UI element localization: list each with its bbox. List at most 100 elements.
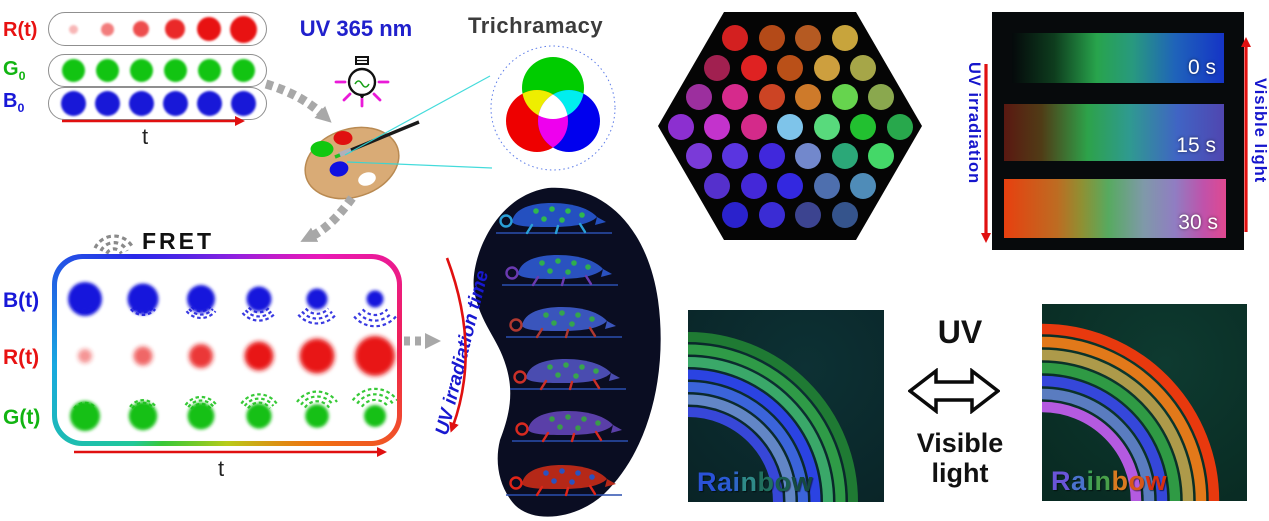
dye-dot — [165, 19, 185, 39]
dye-dot — [129, 59, 153, 82]
chameleon-spot — [557, 424, 563, 430]
chameleon-spot — [547, 364, 553, 370]
chameleon-leg — [564, 486, 570, 497]
dye-row-G — [48, 54, 267, 87]
rainbow-word-uv: Rainbow — [697, 467, 813, 498]
fret-blue-emission — [241, 312, 277, 322]
dye-dot — [197, 59, 221, 82]
chameleon-spot — [573, 373, 579, 379]
palette-sample-dot — [758, 202, 785, 228]
rainbow-visible-image: Rainbow — [1042, 304, 1247, 501]
fret-green-dot — [128, 401, 158, 431]
palette-sample-dot — [722, 84, 749, 110]
fret-blue-dot — [306, 288, 328, 310]
fret-blue-emission — [361, 308, 389, 317]
fret-blue-emission — [247, 306, 271, 314]
chameleon-head — [609, 373, 620, 381]
chameleon-spot — [547, 268, 553, 274]
palette-sample-dot — [685, 143, 712, 169]
dye-dot — [60, 91, 86, 116]
palette-sample-dot — [758, 143, 785, 169]
dye-dot — [231, 59, 255, 82]
dye-row-B — [48, 87, 267, 120]
palette-sample-dot — [831, 84, 858, 110]
hexagon-color-palette — [658, 12, 922, 240]
palette-sample-dot — [795, 25, 822, 51]
chameleon-spot — [543, 470, 549, 476]
chameleon-spot — [575, 470, 581, 476]
chameleon-spot — [559, 468, 565, 474]
fret-green-emission — [351, 387, 397, 402]
palette-icon — [304, 120, 420, 205]
chameleon-spot — [589, 316, 595, 322]
chameleon-spot — [579, 212, 585, 218]
fret-time-axis-label: t — [218, 456, 225, 481]
rainbow-letter: R — [697, 467, 717, 497]
fret-icon-arc — [93, 234, 135, 249]
chameleon-spot — [555, 258, 561, 264]
fret-icon-arc — [105, 247, 123, 255]
fret-green-emission — [243, 397, 275, 407]
chameleon-spot — [551, 478, 557, 484]
fret-red-dot — [299, 338, 335, 374]
chameleon-spot — [569, 321, 575, 327]
fret-green-dot — [246, 403, 272, 429]
fret-green-emission — [360, 398, 390, 408]
dye-dot — [95, 59, 119, 82]
chameleon-body — [526, 359, 611, 383]
palette-sample-dot — [850, 172, 876, 199]
palette-sample-dot — [758, 25, 785, 51]
uv-strips-panel: 0 s 15 s 30 s — [992, 12, 1244, 250]
chameleon-tail — [515, 422, 529, 436]
fret-green-dot — [305, 404, 329, 428]
chameleon-head — [595, 217, 606, 225]
fret-row-label-Bt: B(t) — [3, 289, 40, 312]
palette-sample-dot — [740, 113, 767, 140]
chameleon-body — [522, 465, 607, 489]
palette-blue-paint — [329, 161, 349, 177]
fret-green-emission — [129, 399, 157, 408]
chameleon-spot — [589, 474, 595, 480]
chameleon-spot — [555, 372, 561, 378]
rainbow-letter: n — [1094, 466, 1112, 496]
visible-light-axis-label: Visible light — [1251, 78, 1269, 184]
fret-blue-emission — [75, 305, 95, 312]
palette-red-paint — [333, 131, 353, 145]
fret-red-dot — [133, 346, 153, 366]
rainbow-letter: i — [732, 467, 741, 497]
rainbow-letter: b — [757, 467, 775, 497]
rainbow-letter: w — [791, 467, 814, 497]
palette-sample-dot — [886, 113, 913, 140]
palette-sample-dot — [722, 202, 749, 228]
chameleon-leg — [592, 378, 601, 390]
dye-dot — [162, 91, 188, 116]
fret-green-emission — [300, 395, 334, 406]
dye-row-label-G0: G0 — [3, 58, 26, 83]
chameleon-leg — [564, 328, 570, 339]
chameleon-tail — [509, 476, 523, 490]
fret-green-dot — [70, 401, 100, 431]
fret-icon-arc — [99, 241, 129, 252]
chameleon-spot — [565, 269, 571, 275]
palette-sample-dot — [850, 113, 876, 140]
fret-green-emission — [303, 400, 331, 409]
rainbow-letter: b — [1111, 466, 1129, 496]
palette-sample-dot — [777, 113, 803, 140]
chameleon-tail — [509, 318, 523, 332]
rainbow-letter: i — [1086, 466, 1095, 496]
fret-red-dot — [189, 344, 213, 368]
dye-dot — [133, 21, 149, 37]
chameleon-spot — [569, 479, 575, 485]
chameleon-spot — [551, 320, 557, 326]
fret-blue-dot — [366, 290, 384, 308]
palette-sample-dot — [831, 25, 858, 51]
chameleon-2 — [502, 255, 618, 287]
fret-green-emission — [184, 395, 218, 406]
chameleon-tail — [505, 266, 519, 280]
fret-dots-grid — [68, 282, 397, 431]
fret-title: FRET — [142, 228, 215, 254]
palette-sample-dot — [667, 113, 694, 140]
chameleon-leg — [588, 484, 597, 496]
fret-green-emission — [187, 399, 215, 408]
chameleon-leg — [584, 274, 593, 286]
